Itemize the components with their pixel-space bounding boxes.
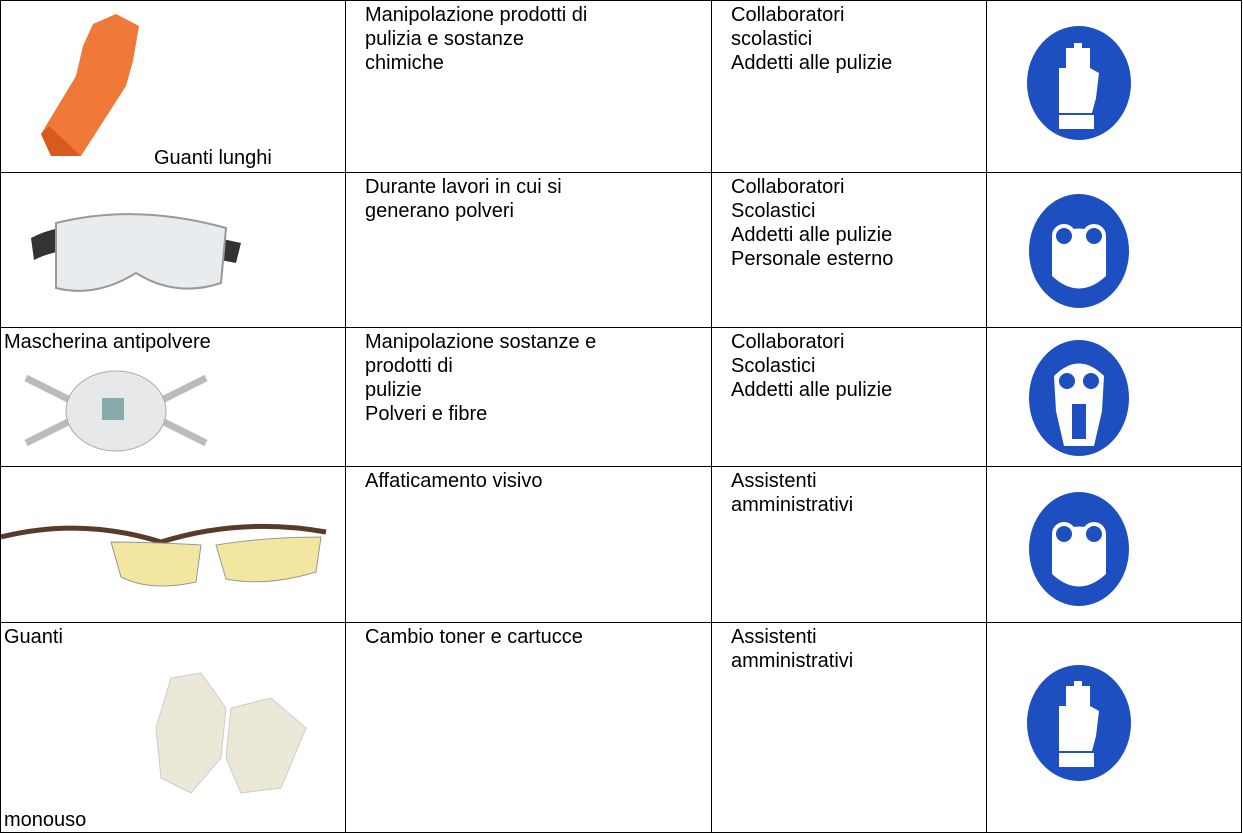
workers-cell: Collaboratori Scolastici Addetti alle pu… bbox=[711, 172, 987, 328]
sign-cell bbox=[986, 327, 1242, 467]
line: pulizia e sostanze bbox=[365, 28, 524, 50]
workers-cell: Assistenti amministrativi bbox=[711, 622, 987, 833]
line: Addetti alle pulizie bbox=[731, 52, 893, 74]
glove-sign bbox=[1027, 26, 1131, 140]
line: amministrativi bbox=[731, 494, 854, 516]
workers-cell: Assistenti amministrativi bbox=[711, 466, 987, 623]
workers-text: Assistenti amministrativi bbox=[731, 625, 853, 673]
dpi-cell: Mascherina antipolvere bbox=[0, 327, 346, 467]
line: Durante lavori in cui si bbox=[365, 176, 562, 198]
line: chimiche bbox=[365, 52, 444, 74]
line: Addetti alle pulizie bbox=[731, 379, 893, 401]
use-text: Durante lavori in cui si generano polver… bbox=[365, 175, 562, 223]
use-cell: Affaticamento visivo bbox=[345, 466, 712, 623]
line: amministrativi bbox=[731, 650, 854, 672]
line: Scolastici bbox=[731, 355, 816, 377]
line: Addetti alle pulizie bbox=[731, 224, 893, 246]
glove-sign bbox=[1027, 665, 1131, 781]
line: Affaticamento visivo bbox=[365, 470, 543, 492]
respirator-sign bbox=[1029, 340, 1129, 456]
line: Manipolazione prodotti di bbox=[365, 4, 588, 26]
use-cell: Durante lavori in cui si generano polver… bbox=[345, 172, 712, 328]
row: Mascherina antipolvere Manipolazione sos… bbox=[0, 327, 1242, 467]
dpi-cell: Guanti lunghi bbox=[0, 0, 346, 173]
workers-text: Collaboratori Scolastici Addetti alle pu… bbox=[731, 330, 892, 402]
use-cell: Cambio toner e cartucce bbox=[345, 622, 712, 833]
row: Guanti monouso Cambio toner e cartucce A… bbox=[0, 622, 1242, 833]
sign-cell bbox=[986, 0, 1242, 173]
workers-cell: Collaboratori scolastici Addetti alle pu… bbox=[711, 0, 987, 173]
workers-cell: Collaboratori Scolastici Addetti alle pu… bbox=[711, 327, 987, 467]
line: Personale esterno bbox=[731, 248, 894, 270]
dpi-label: monouso bbox=[4, 809, 87, 831]
line: Polveri e fibre bbox=[365, 403, 488, 425]
line: Assistenti bbox=[731, 626, 817, 648]
goggles-sign bbox=[1029, 492, 1129, 606]
line: generano polveri bbox=[365, 200, 514, 222]
workers-text: Assistenti amministrativi bbox=[731, 469, 853, 517]
line: pulizie bbox=[365, 379, 422, 401]
line: Assistenti bbox=[731, 470, 817, 492]
use-cell: Manipolazione prodotti di pulizia e sost… bbox=[345, 0, 712, 173]
line: Cambio toner e cartucce bbox=[365, 626, 583, 648]
dpi-cell: Guanti monouso bbox=[0, 622, 346, 833]
glasses-image bbox=[1, 523, 327, 587]
row: Guanti lunghi Manipolazione prodotti di … bbox=[0, 0, 1242, 173]
sign-cell bbox=[986, 622, 1242, 833]
dpi-cell bbox=[0, 172, 346, 328]
sign-cell bbox=[986, 466, 1242, 623]
workers-text: Collaboratori Scolastici Addetti alle pu… bbox=[731, 175, 893, 271]
gloves-image bbox=[155, 672, 307, 794]
use-text: Manipolazione prodotti di pulizia e sost… bbox=[365, 3, 587, 75]
dpi-label: Guanti lunghi bbox=[154, 147, 272, 169]
use-text: Manipolazione sostanze e prodotti di pul… bbox=[365, 330, 596, 426]
dpi-label: Mascherina antipolvere bbox=[4, 331, 211, 353]
dpi-cell bbox=[0, 466, 346, 623]
glove-image bbox=[41, 14, 139, 156]
workers-text: Collaboratori scolastici Addetti alle pu… bbox=[731, 3, 892, 75]
line: scolastici bbox=[731, 28, 813, 50]
sign-cell bbox=[986, 172, 1242, 328]
dpi-label: Guanti bbox=[4, 626, 63, 648]
use-text: Cambio toner e cartucce bbox=[365, 625, 583, 649]
mask-image bbox=[24, 370, 208, 452]
line: Collaboratori bbox=[731, 176, 845, 198]
row: Durante lavori in cui si generano polver… bbox=[0, 172, 1242, 328]
use-text: Affaticamento visivo bbox=[365, 469, 543, 493]
use-cell: Manipolazione sostanze e prodotti di pul… bbox=[345, 327, 712, 467]
goggles-image bbox=[31, 213, 241, 292]
line: Collaboratori bbox=[731, 4, 845, 26]
goggles-sign bbox=[1029, 194, 1129, 308]
line: Scolastici bbox=[731, 200, 816, 222]
line: Collaboratori bbox=[731, 331, 845, 353]
row: Affaticamento visivo Assistenti amminist… bbox=[0, 466, 1242, 623]
line: prodotti di bbox=[365, 355, 453, 377]
line: Manipolazione sostanze e bbox=[365, 331, 597, 353]
